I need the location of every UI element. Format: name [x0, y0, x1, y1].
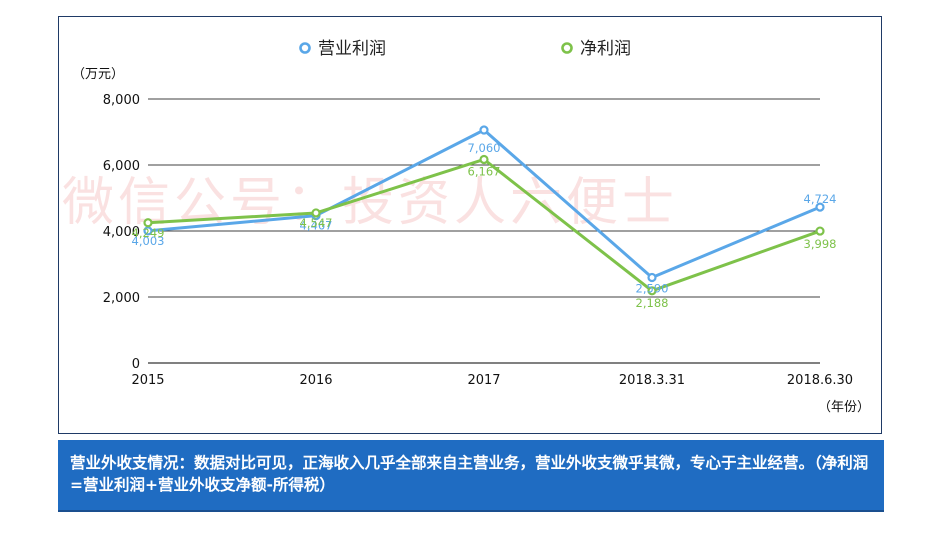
y-tick-label: 0	[132, 357, 140, 372]
data-point	[143, 218, 153, 228]
data-label: 4,003	[132, 234, 165, 248]
note-text: 营业外收支情况：数据对比可见，正海收入几乎全部来自主营业务，营业外收支微乎其微，…	[70, 454, 869, 494]
data-point	[815, 226, 825, 236]
legend-marker	[299, 42, 311, 54]
chart-frame	[58, 16, 882, 434]
legend-marker	[561, 42, 573, 54]
x-tick-label: 2016	[299, 373, 332, 388]
data-label: 4,249	[132, 226, 165, 240]
legend-label: 净利润	[580, 39, 631, 59]
data-label: 3,998	[804, 237, 837, 251]
data-label: 4,467	[300, 219, 333, 233]
x-tick-label: 2015	[131, 373, 164, 388]
series-line	[147, 157, 821, 293]
data-label: 6,167	[468, 164, 501, 178]
legend-label: 营业利润	[318, 39, 386, 59]
y-tick-label: 2,000	[103, 291, 140, 306]
y-tick-label: 4,000	[103, 225, 140, 240]
x-tick-label: 2018.3.31	[619, 373, 685, 388]
data-label: 2,188	[636, 296, 669, 310]
data-point	[311, 208, 321, 218]
note-box: 营业外收支情况：数据对比可见，正海收入几乎全部来自主营业务，营业外收支微乎其微，…	[58, 440, 884, 512]
x-axis-unit: （年份）	[818, 400, 870, 415]
data-point	[647, 286, 657, 296]
data-point	[815, 202, 825, 212]
x-tick-label: 2017	[467, 373, 500, 388]
data-label: 7,060	[468, 141, 501, 155]
y-tick-label: 6,000	[103, 159, 140, 174]
data-label: 2,590	[636, 282, 669, 296]
y-tick-label: 8,000	[103, 93, 140, 108]
data-point	[143, 226, 153, 236]
x-tick-label: 2018.6.30	[787, 373, 853, 388]
data-label: 4,547	[300, 216, 333, 230]
data-label: 4,724	[804, 192, 837, 206]
data-point	[479, 154, 489, 165]
y-axis-unit: （万元）	[72, 67, 124, 82]
data-point	[479, 125, 489, 135]
data-point	[647, 272, 657, 283]
